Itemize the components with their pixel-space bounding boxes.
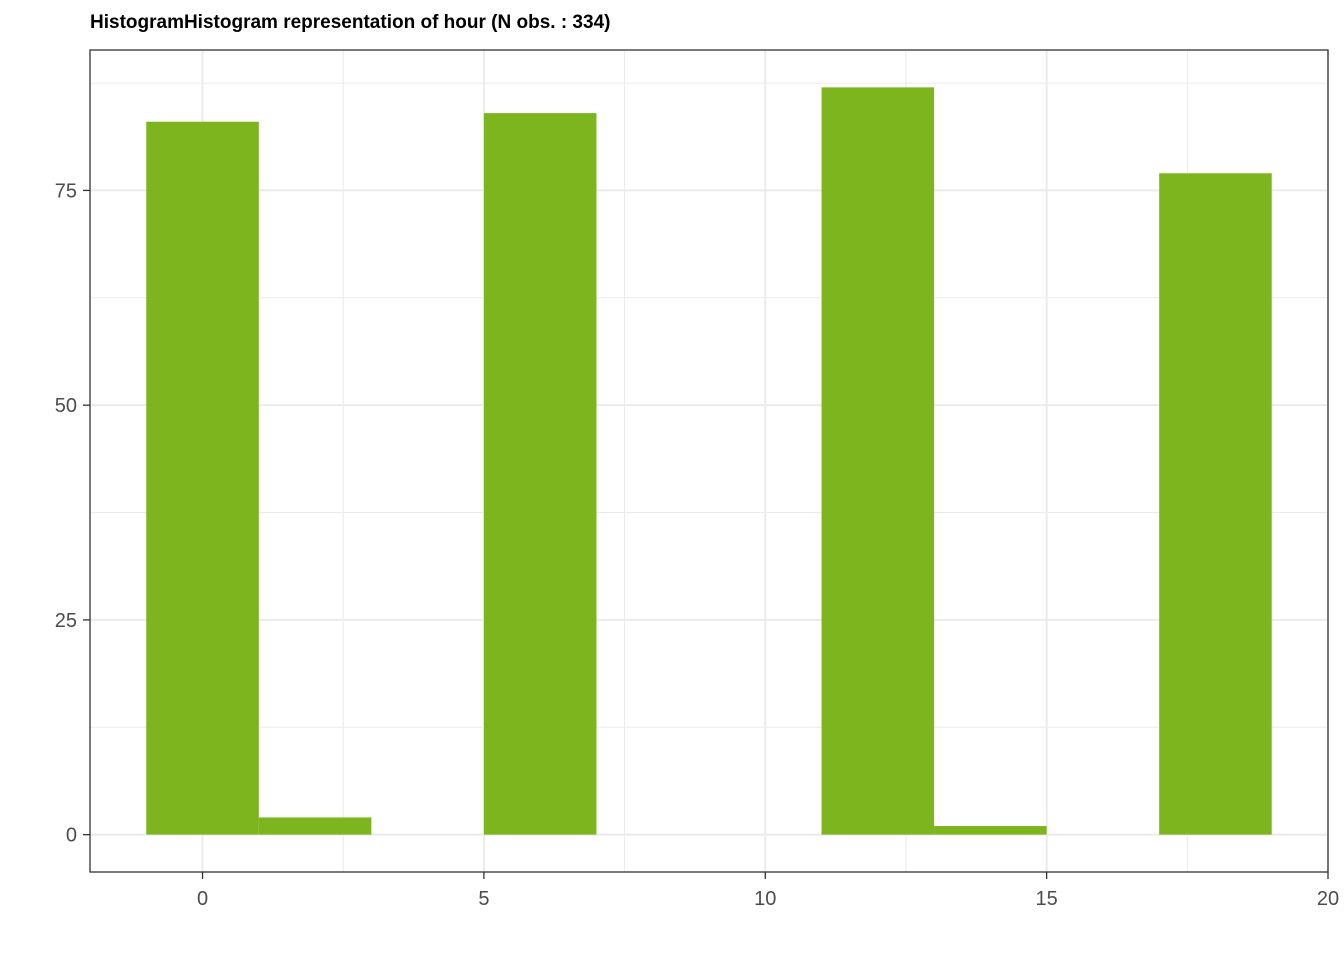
y-tick-label: 50 [55,395,77,417]
y-tick-label: 25 [55,610,77,632]
chart-title: HistogramHistogram representation of hou… [90,12,611,33]
panel-border [89,49,1329,873]
histogram-bar [146,121,259,835]
x-tick-label: 15 [1036,888,1058,910]
histogram-bar [258,817,372,835]
histogram-bar [934,826,1047,835]
x-tick-label: 20 [1317,888,1339,910]
x-tick-label: 0 [197,888,208,910]
histogram-bar [1159,173,1272,835]
y-tick-label: 0 [66,825,77,847]
bars-layer [146,87,1272,835]
ticks-layer: 0 5 10 15 20 0 25 50 75 [55,180,1339,910]
grid-layer [90,50,1329,872]
x-tick-label: 5 [478,888,489,910]
histogram-bar [821,87,935,835]
y-tick-label: 75 [55,180,77,202]
histogram-bar [483,113,597,835]
x-tick-label: 10 [754,888,776,910]
